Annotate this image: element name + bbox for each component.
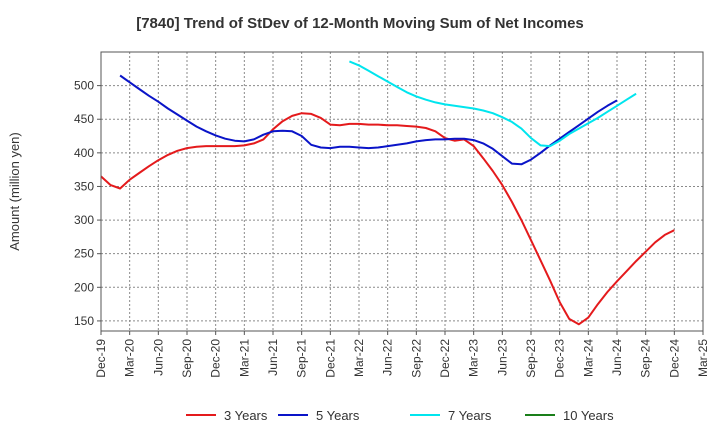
x-tick-label: Dec-20 [209, 339, 223, 378]
grid-lines [101, 52, 703, 331]
x-tick-label: Mar-22 [352, 339, 366, 377]
x-tick-label: Jun-22 [381, 339, 395, 376]
x-tick-label: Sep-23 [524, 339, 538, 378]
y-axis-ticks: 150 200 250 300 350 400 450 500 [74, 79, 101, 328]
x-tick-label: Sep-21 [295, 339, 309, 378]
x-tick-label: Mar-25 [696, 339, 710, 377]
legend-label: 10 Years [563, 408, 614, 423]
plot-frame [100, 51, 704, 332]
y-tick-label: 150 [74, 314, 94, 328]
y-tick-label: 250 [74, 247, 94, 261]
x-tick-label: Dec-24 [667, 339, 681, 378]
y-tick-label: 350 [74, 179, 94, 193]
y-tick-label: 500 [74, 79, 94, 93]
series-line-3-years [100, 112, 675, 326]
x-tick-label: Mar-23 [467, 339, 481, 377]
x-tick-label: Jun-23 [495, 339, 509, 376]
x-tick-label: Dec-21 [323, 339, 337, 378]
x-tick-label: Jun-24 [610, 339, 624, 376]
y-tick-label: 300 [74, 213, 94, 227]
x-tick-label: Sep-20 [180, 339, 194, 378]
legend-label: 5 Years [316, 408, 360, 423]
x-tick-label: Sep-22 [409, 339, 423, 378]
x-tick-label: Dec-23 [553, 339, 567, 378]
series-line-5-years [119, 74, 618, 166]
series-lines [100, 60, 675, 326]
x-tick-label: Mar-20 [123, 339, 137, 377]
x-tick-label: Mar-24 [581, 339, 595, 377]
x-tick-label: Mar-21 [237, 339, 251, 377]
y-axis-title: Amount (million yen) [7, 132, 22, 251]
x-tick-label: Dec-22 [438, 339, 452, 378]
x-tick-label: Dec-19 [94, 339, 108, 378]
x-tick-label: Sep-24 [639, 339, 653, 378]
x-tick-label: Jun-20 [151, 339, 165, 376]
legend-label: 3 Years [224, 408, 268, 423]
legend-label: 7 Years [448, 408, 492, 423]
x-axis-ticks: Dec-19 Mar-20 Jun-20 Sep-20 Dec-20 Mar-21 Jun-… [94, 331, 710, 378]
series-line-7-years [349, 60, 637, 148]
y-tick-label: 400 [74, 146, 94, 160]
chart-title: [7840] Trend of StDev of 12-Month Moving… [136, 15, 584, 32]
x-tick-label: Jun-21 [266, 339, 280, 376]
y-tick-label: 450 [74, 112, 94, 126]
y-tick-label: 200 [74, 280, 94, 294]
legend: 3 Years 5 Years 7 Years 10 Years [186, 408, 614, 423]
